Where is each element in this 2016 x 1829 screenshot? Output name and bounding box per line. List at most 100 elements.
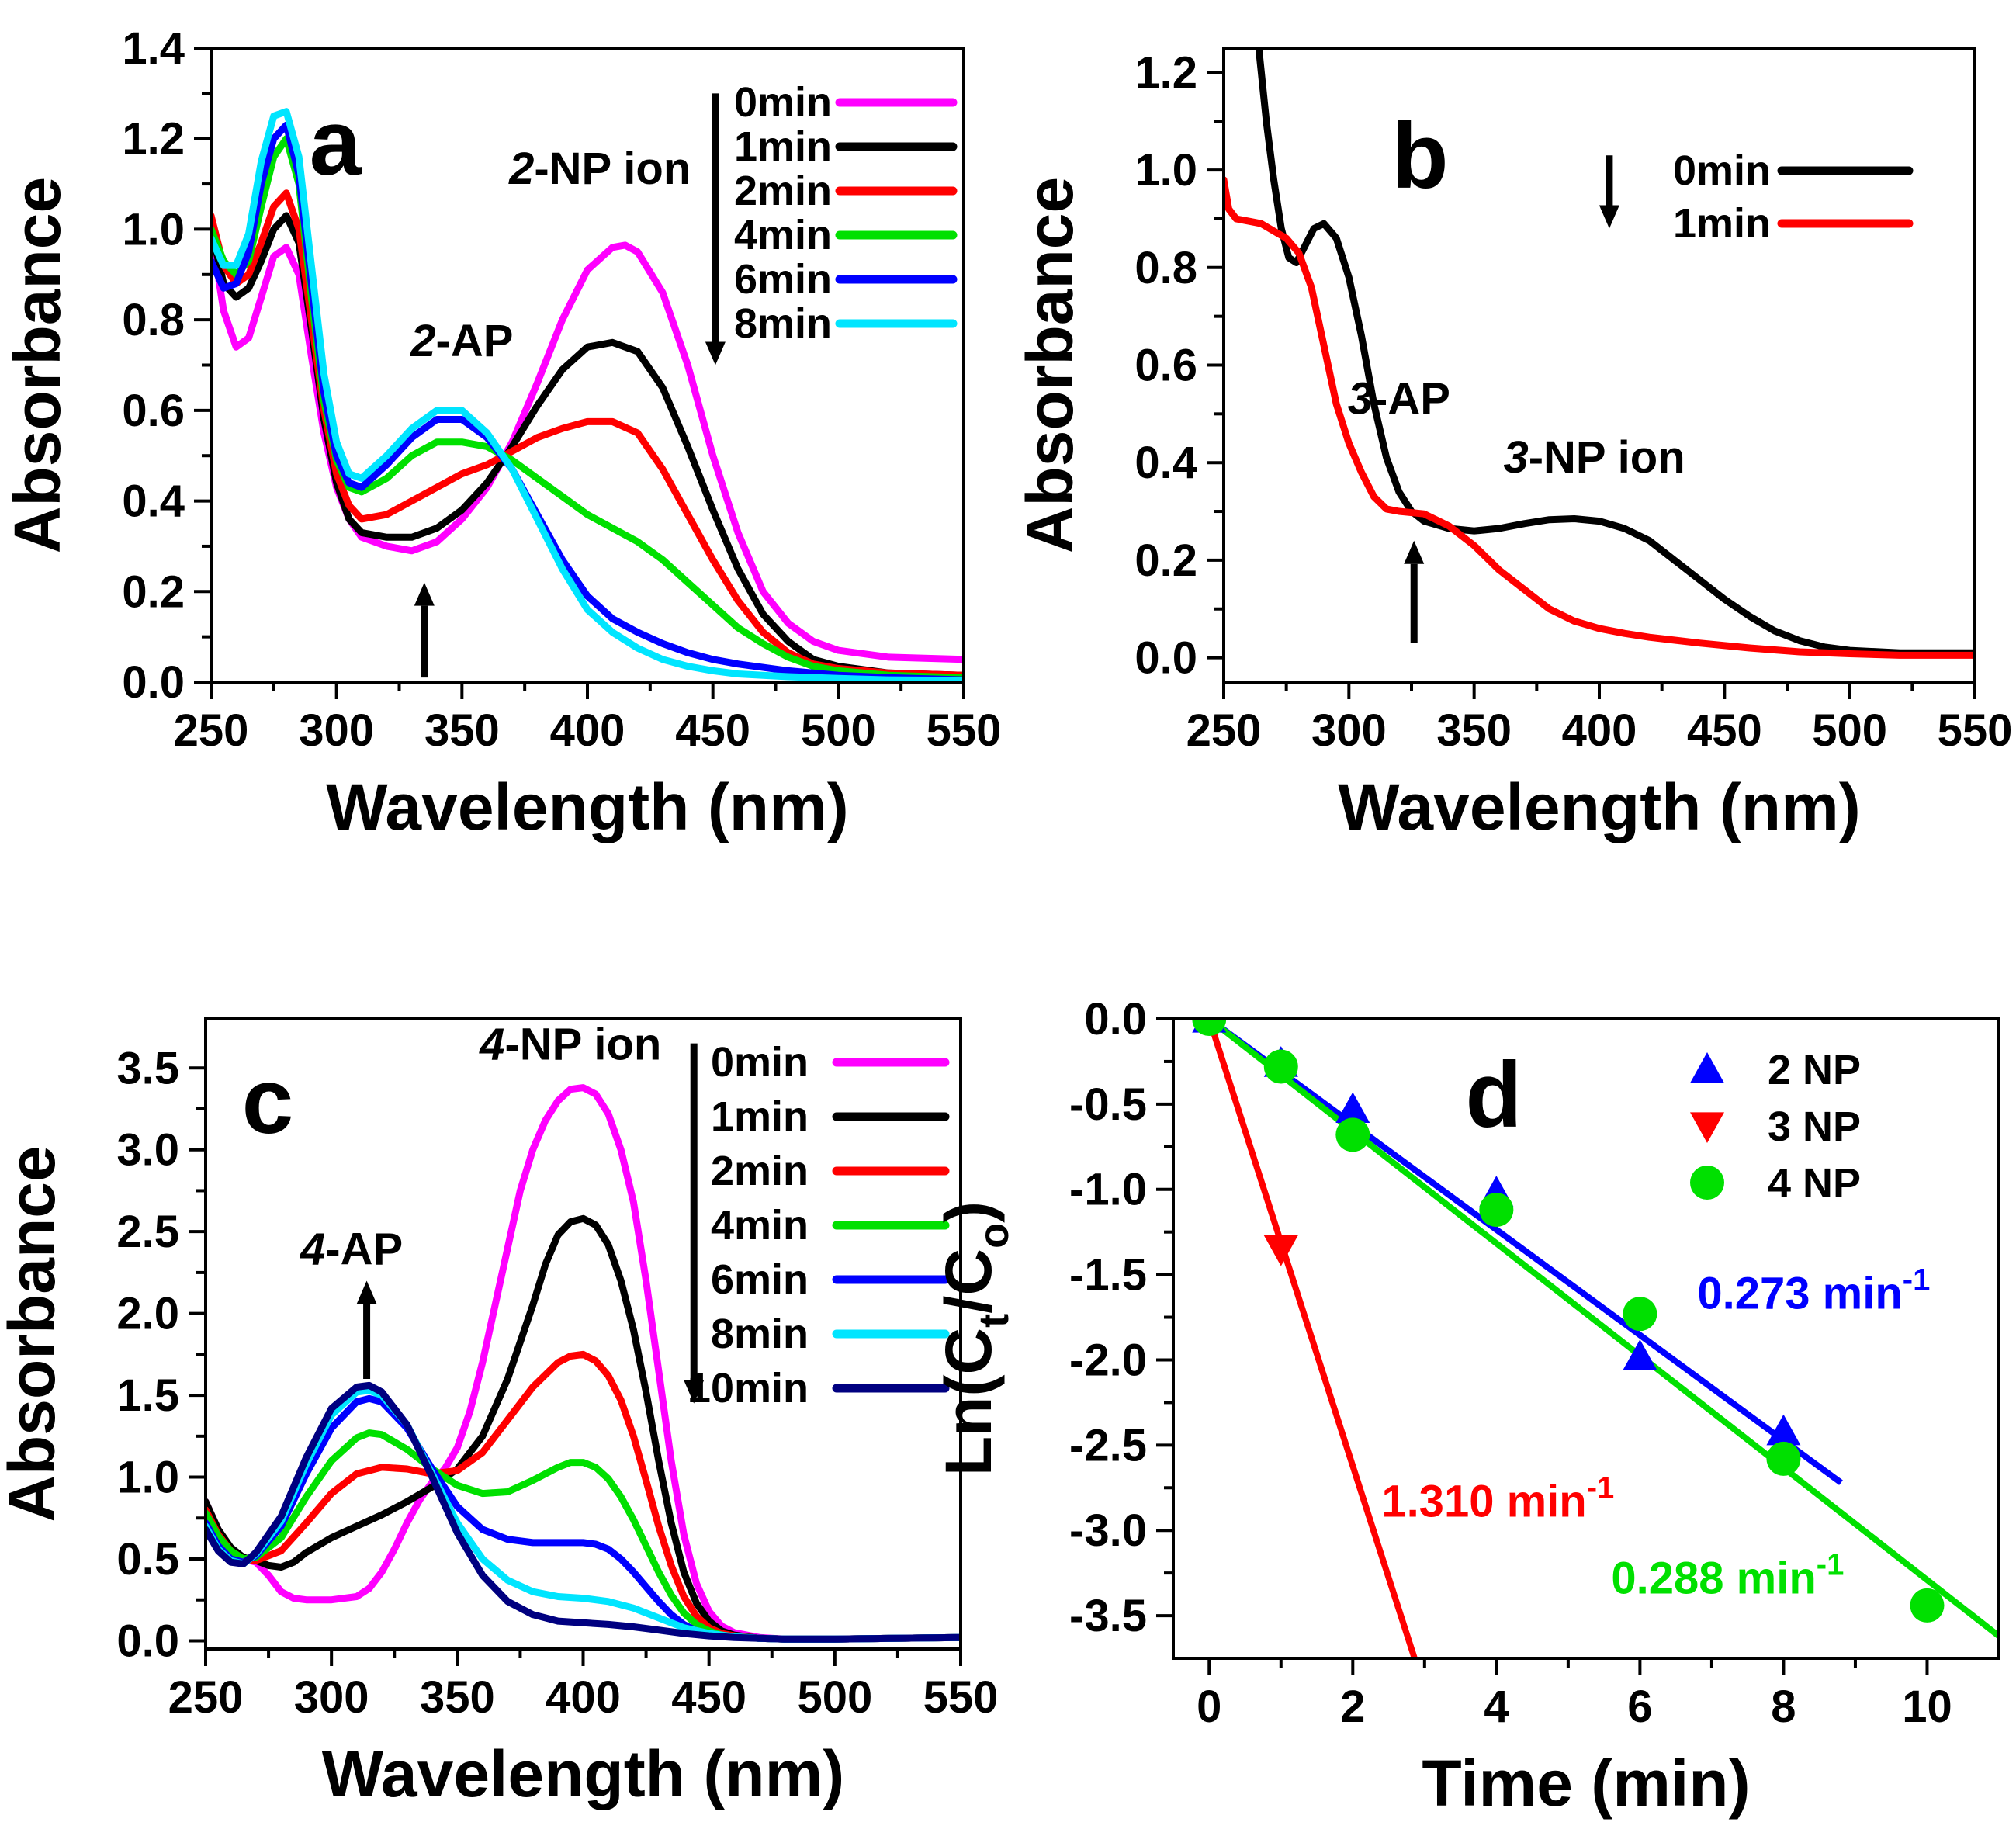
data-point-3 NP <box>1263 1235 1298 1266</box>
arrow-head-a <box>414 582 435 606</box>
arrow-head-c <box>356 1280 377 1304</box>
y-tick-label-c: 3.0 <box>116 1125 179 1176</box>
y-tick-label-c: 2.0 <box>116 1289 179 1339</box>
x-tick-label-d: 8 <box>1771 1682 1796 1732</box>
y-tick-label-c: 1.0 <box>116 1453 179 1503</box>
y-tick-label-c: 0.5 <box>116 1534 179 1585</box>
y-tick-label-d: -2.0 <box>1069 1335 1147 1385</box>
fit-line-3 NP <box>1206 1019 1418 1658</box>
series-line-c-1min <box>206 1214 961 1643</box>
legend-marker-d <box>1690 1112 1724 1143</box>
legend-label-c: 8min <box>711 1311 809 1357</box>
y-tick-label-a: 0.4 <box>122 476 185 527</box>
y-tick-label-a: 0.2 <box>122 566 185 617</box>
rate-exponent: -1 <box>1587 1471 1615 1505</box>
legend-label-a: 4min <box>734 212 832 258</box>
series-group-d <box>1192 1019 1999 1658</box>
data-point-2 NP <box>1766 1414 1801 1446</box>
legend-label-d: 4 NP <box>1768 1160 1861 1207</box>
annotation-italic-b: 3 <box>1348 373 1373 424</box>
rate-value: 0.273 min <box>1697 1269 1902 1319</box>
panel-d-chart: 0 2 4 6 8 10 0.0 -0.5 -1.0 -1.5 -2.0 -2.5 -3.0 -3.5 Ti… <box>932 994 2000 1820</box>
x-tick-label-b: 300 <box>1311 705 1387 756</box>
annotation-italic-c: 4 <box>300 1224 325 1274</box>
y-tick-label-c: 0.0 <box>116 1616 179 1666</box>
y-tick-label-a: 1.4 <box>122 23 185 74</box>
panel-label-c: c <box>242 1049 294 1153</box>
data-point-4 NP <box>1192 1019 1227 1036</box>
x-tick-label-a: 500 <box>801 705 876 756</box>
y-tick-label-a: 0.6 <box>122 386 185 436</box>
x-axis-label-c: Wavelength (nm) <box>322 1737 845 1810</box>
data-point-4 NP <box>1910 1588 1945 1623</box>
panel-label-d: d <box>1465 1043 1522 1147</box>
panel-b-chart: 250 300 350 400 450 500 550 0.0 0.2 0.4 0.6 0.8 1.0 1… <box>1013 47 2012 843</box>
series-group-b <box>1224 48 1975 659</box>
y-tick-label-b: 1.2 <box>1134 47 1197 98</box>
data-point-4 NP <box>1263 1049 1298 1084</box>
x-tick-label-b: 350 <box>1436 705 1512 756</box>
legend-label-d: 2 NP <box>1768 1047 1861 1093</box>
panel-label-b: b <box>1391 104 1448 208</box>
legend-label-b: 0min <box>1673 147 1771 194</box>
annotation-b: 3-NP ion <box>1503 432 1685 483</box>
legend-marker-d <box>1690 1166 1724 1200</box>
annotation-rest-b: -AP <box>1373 373 1450 424</box>
y-tick-label-c: 3.5 <box>116 1043 179 1093</box>
y-tick-label-a: 1.0 <box>122 204 185 255</box>
legend-label-c: 0min <box>711 1039 809 1086</box>
x-axis-label-d: Time (min) <box>1422 1747 1750 1820</box>
legend-label-a: 1min <box>734 123 832 170</box>
series-line-a-1min <box>211 212 964 679</box>
annotation-a: 2-AP <box>410 316 513 366</box>
series-line-a-4min <box>211 135 964 681</box>
y-tick-label-d: 0.0 <box>1084 994 1147 1044</box>
series-line-c-10min <box>206 1381 961 1643</box>
legend-label-a: 6min <box>734 256 832 303</box>
rate-label-d: 0.288 min-1 <box>1611 1548 1844 1604</box>
x-tick-label-c: 400 <box>546 1672 621 1723</box>
annotation-rest-c: -NP ion <box>504 1020 661 1070</box>
y-tick-label-d: -0.5 <box>1069 1079 1147 1130</box>
y-tick-label-d: -3.0 <box>1069 1505 1147 1556</box>
x-tick-label-d: 0 <box>1197 1682 1221 1732</box>
x-tick-label-a: 550 <box>927 705 1002 756</box>
rate-value: 0.288 min <box>1611 1554 1816 1604</box>
legend-label-c: 1min <box>711 1093 809 1140</box>
annotation-rest-b: -NP ion <box>1529 432 1685 483</box>
annotation-italic-c: 4 <box>479 1020 504 1070</box>
y-tick-label-b: 0.8 <box>1134 243 1197 293</box>
series-line-b-0min <box>1255 48 1975 656</box>
y-tick-label-d: -2.5 <box>1069 1420 1147 1470</box>
legend-label-d: 3 NP <box>1768 1103 1861 1150</box>
legend-label-c: 6min <box>711 1256 809 1303</box>
ylabel-sub: o <box>971 1223 1017 1249</box>
data-point-4 NP <box>1335 1117 1370 1152</box>
x-axis-label-b: Wavelength (nm) <box>1338 771 1861 843</box>
legend-label-c: 2min <box>711 1148 809 1194</box>
ylabel-part: /C <box>932 1249 1005 1314</box>
x-tick-label-d: 2 <box>1340 1682 1365 1732</box>
x-tick-label-a: 450 <box>675 705 750 756</box>
plot-frame-d <box>1172 1017 2000 1660</box>
legend-marker-d <box>1690 1052 1724 1083</box>
series-line-a-2min <box>211 189 964 679</box>
arrow-head-b <box>1404 540 1425 564</box>
legend-label-a: 8min <box>734 300 832 347</box>
arrow-head-a <box>705 341 726 365</box>
arrow-head-b <box>1599 205 1619 229</box>
y-axis-label-a: Absorbance <box>1 177 74 553</box>
y-tick-label-b: 0.2 <box>1134 535 1197 586</box>
annotation-rest-c: -AP <box>325 1224 403 1274</box>
x-tick-label-d: 6 <box>1627 1682 1652 1732</box>
x-tick-label-c: 300 <box>294 1672 369 1723</box>
y-tick-label-a: 1.2 <box>122 114 185 165</box>
x-tick-label-c: 250 <box>168 1672 244 1723</box>
legend-label-a: 0min <box>734 79 832 126</box>
x-tick-label-c: 350 <box>420 1672 495 1723</box>
x-tick-label-b: 550 <box>1938 705 2013 756</box>
y-tick-label-b: 0.6 <box>1134 341 1197 391</box>
series-line-c-4min <box>206 1429 961 1643</box>
x-tick-label-b: 400 <box>1562 705 1637 756</box>
